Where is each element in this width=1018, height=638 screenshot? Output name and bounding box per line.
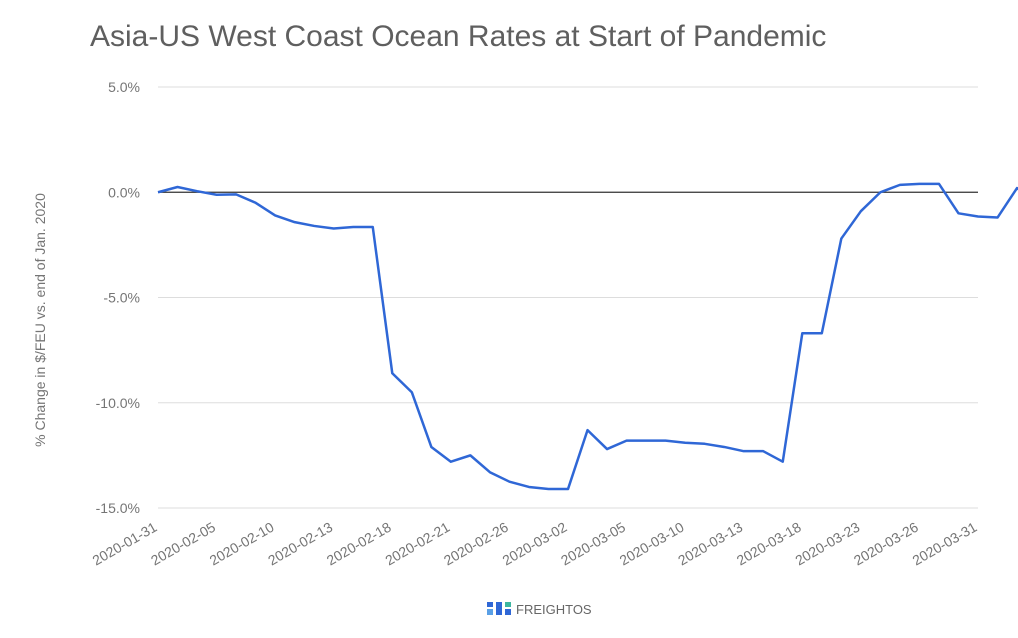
y-axis-label: % Change in $/FEU vs. end of Jan. 2020 [32,193,48,447]
data-line [157,182,1018,491]
y-tick-label: 5.0% [108,79,140,95]
footer-text: FREIGHTOS [516,602,592,617]
y-tick-label: -15.0% [96,500,140,516]
x-tick-label: 2020-02-05 [148,519,218,569]
x-tick-label: 2020-03-05 [558,519,628,569]
chart-title: Asia-US West Coast Ocean Rates at Start … [90,20,826,53]
x-tick-label: 2020-03-18 [734,519,804,569]
x-tick-label: 2020-03-31 [909,519,979,569]
y-tick-label: -10.0% [96,395,140,411]
x-tick-label: 2020-03-23 [792,519,862,569]
x-tick-label: 2020-02-10 [207,519,277,569]
x-tick-label: 2020-03-02 [499,519,569,569]
footer-logo: FREIGHTOS [487,602,592,617]
x-tick-label: 2020-02-26 [441,519,511,569]
x-tick-label: 2020-03-13 [675,519,745,569]
x-tick-label: 2020-01-31 [89,519,159,569]
y-tick-label: -5.0% [103,290,140,306]
x-tick-label: 2020-02-18 [324,519,394,569]
x-tick-label: 2020-02-13 [265,519,335,569]
x-tick-label: 2020-03-10 [617,519,687,569]
y-tick-label: 0.0% [108,184,140,200]
x-tick-label: 2020-03-26 [851,519,921,569]
x-tick-label: 2020-02-21 [382,519,452,569]
